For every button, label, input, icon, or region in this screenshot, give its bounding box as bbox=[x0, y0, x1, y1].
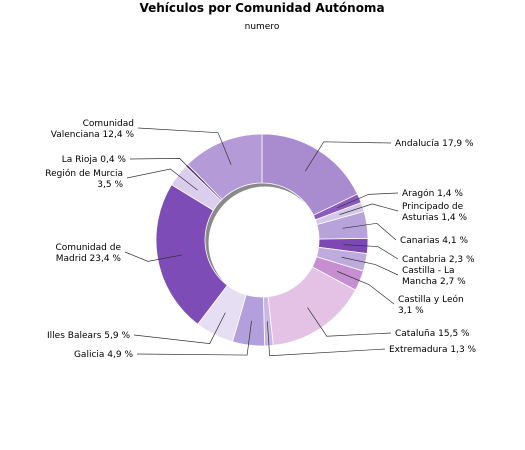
leader-line-extremadura bbox=[267, 321, 386, 357]
leader-line-cataluna bbox=[307, 307, 392, 337]
leader-line-illes-balears bbox=[133, 312, 226, 344]
leader-line-castilla-y-leon bbox=[337, 271, 395, 305]
leader-line-comunidad-valenciana bbox=[137, 127, 232, 165]
leader-line-cantabria bbox=[343, 244, 399, 260]
slice-label-castilla-y-leon: Castilla y León 3,1 % bbox=[398, 294, 464, 316]
leader-line-andalucia bbox=[305, 141, 392, 172]
slice-label-cataluna: Cataluña 15,5 % bbox=[395, 329, 470, 339]
slice-comunidad-de-madrid bbox=[155, 184, 228, 325]
leader-line-aragon bbox=[336, 192, 399, 209]
slice-label-galicia: Galicia 4,9 % bbox=[74, 350, 133, 360]
slice-label-canarias: Canarias 4,1 % bbox=[400, 236, 468, 246]
leader-line-la-rioja bbox=[129, 158, 205, 183]
slice-label-extremadura: Extremadura 1,3 % bbox=[389, 345, 477, 355]
leader-line-canarias bbox=[342, 222, 397, 241]
chart-title: Vehículos por Comunidad Autónoma bbox=[139, 1, 384, 15]
slice-label-andalucia: Andalucía 17,9 % bbox=[395, 139, 474, 149]
slice-comunidad-valenciana bbox=[187, 133, 263, 200]
slice-label-principado-de-asturias: Principado de Asturias 1,4 % bbox=[402, 202, 468, 223]
slice-label-la-rioja: La Rioja 0,4 % bbox=[62, 155, 127, 165]
slice-label-illes-balears: Illes Balears 5,9 % bbox=[47, 331, 130, 341]
leader-line-galicia bbox=[136, 320, 252, 356]
chart-subtitle: numero bbox=[245, 22, 280, 32]
slice-label-comunidad-valenciana: Comunidad Valenciana 12,4 % bbox=[51, 119, 135, 140]
slice-label-cantabria: Cantabria 2,3 % bbox=[402, 255, 475, 265]
leader-line-region-de-murcia bbox=[126, 168, 198, 191]
slice-label-region-de-murcia: Región de Murcia 3,5 % bbox=[45, 168, 123, 190]
leader-line-castilla-la-mancha bbox=[341, 256, 399, 276]
leader-line-comunidad-de-madrid bbox=[124, 251, 182, 262]
slice-label-comunidad-de-madrid: Comunidad de Madrid 23,4 % bbox=[55, 243, 121, 264]
slice-label-castilla-la-mancha: Castilla - La Mancha 2,7 % bbox=[402, 266, 466, 287]
slice-label-aragon: Aragón 1,4 % bbox=[402, 188, 463, 199]
leader-line-principado-de-asturias bbox=[339, 203, 399, 215]
